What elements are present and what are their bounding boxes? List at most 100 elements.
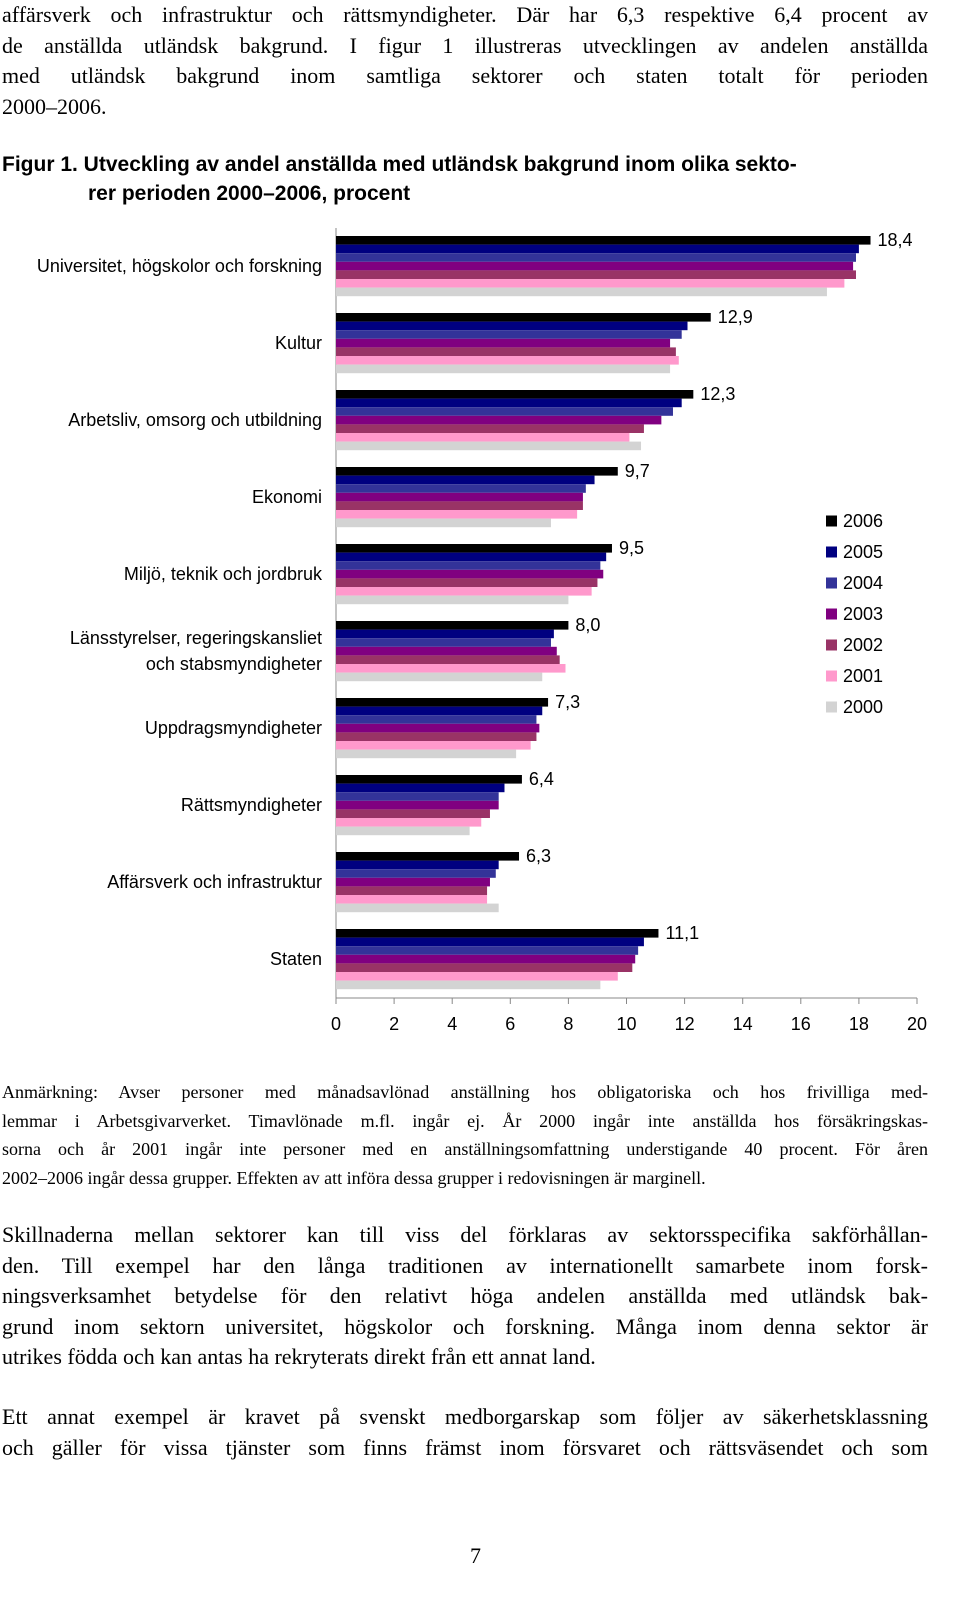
bar: [336, 800, 499, 810]
bar: [336, 886, 488, 895]
legend-swatch: [826, 515, 837, 527]
bar: [336, 518, 551, 528]
x-tick-label: 10: [616, 1014, 636, 1034]
bar: [336, 706, 543, 716]
text-line: affärsverk och infrastruktur och rättsmy…: [2, 2, 928, 27]
text-line: utrikes födda och kan antas ha rekrytera…: [2, 1344, 596, 1370]
bar: [336, 664, 566, 673]
legend-swatch: [826, 670, 837, 682]
legend-label: 2004: [843, 573, 883, 593]
bar: [336, 279, 845, 288]
bar: [336, 655, 560, 664]
bar: [336, 484, 586, 493]
category-label: Arbetsliv, omsorg och utbildning: [68, 410, 322, 430]
value-label: 12,9: [718, 307, 753, 327]
legend-label: 2000: [843, 697, 883, 717]
value-label: 6,4: [529, 769, 554, 789]
x-tick-label: 2: [389, 1014, 399, 1034]
bar: [336, 510, 578, 519]
value-label: 18,4: [878, 230, 913, 250]
bar: [336, 244, 859, 254]
bar: [336, 877, 490, 887]
x-tick-label: 14: [733, 1014, 753, 1034]
bar: [336, 869, 496, 878]
value-label: 11,1: [665, 923, 699, 943]
text-line: och gäller för vissa tjänster som finns …: [2, 1434, 928, 1460]
bar: [336, 621, 569, 630]
bar: [336, 783, 505, 793]
bar: [336, 895, 488, 904]
bar: [336, 433, 630, 442]
bar: [336, 741, 531, 750]
bar: [336, 732, 537, 741]
bar: [336, 356, 679, 365]
bar: [336, 638, 551, 647]
bar: [336, 946, 639, 955]
text-line: lemmar i Arbetsgivarverket. Timavlönade …: [2, 1110, 928, 1131]
bar: [336, 270, 856, 279]
category-label: Staten: [269, 949, 322, 969]
legend-label: 2006: [843, 511, 883, 531]
x-tick-label: 20: [907, 1014, 927, 1034]
value-label: 9,7: [625, 461, 650, 481]
legend-swatch: [826, 546, 837, 558]
bar: [336, 236, 871, 245]
text-line: 2000–2006.: [2, 94, 107, 120]
x-tick-label: 4: [447, 1014, 457, 1034]
bar: [336, 390, 694, 399]
text-line: med utländsk bakgrund inom samtliga sekt…: [2, 63, 928, 89]
bar: [336, 330, 682, 339]
bar: [336, 544, 612, 553]
category-label: Miljö, teknik och jordbruk: [123, 564, 322, 584]
bar: [336, 595, 569, 605]
bar: [336, 398, 682, 408]
bar: [336, 860, 499, 870]
bar: [336, 501, 583, 510]
legend-label: 2003: [843, 604, 883, 624]
bar: [336, 937, 644, 947]
bar: [336, 364, 671, 374]
x-tick-label: 0: [331, 1014, 341, 1034]
bar: [336, 347, 676, 356]
legend-swatch: [826, 577, 837, 589]
legend-swatch: [826, 608, 837, 620]
value-label: 7,3: [555, 692, 580, 712]
page-number: 7: [470, 1543, 481, 1568]
bar: [336, 963, 633, 972]
bar: [336, 338, 671, 348]
bar: [336, 569, 604, 579]
text-line: sorna och år 2001 ingår inte personer me…: [2, 1139, 928, 1159]
legend-swatch: [826, 701, 837, 713]
bar: [336, 826, 470, 836]
bar: [336, 972, 618, 981]
text-line: Anmärkning: Avser personer med månadsavl…: [2, 1082, 928, 1102]
x-tick-label: 18: [849, 1014, 869, 1034]
bar: [336, 587, 592, 596]
bar: [336, 287, 827, 297]
category-label: Uppdragsmyndigheter: [144, 718, 322, 738]
value-label: 8,0: [575, 615, 600, 635]
bar: [336, 475, 595, 485]
figure-title: Figur 1. Utveckling av andel anställda m…: [2, 153, 797, 176]
bar: [336, 561, 601, 570]
bar: [336, 321, 688, 331]
bar: [336, 929, 659, 938]
x-tick-label: 16: [791, 1014, 811, 1034]
x-tick-label: 6: [505, 1014, 515, 1034]
bar: [336, 792, 499, 801]
category-label: Kultur: [274, 333, 322, 353]
text-line: Skillnaderna mellan sektorer kan till vi…: [2, 1222, 928, 1247]
bar: [336, 809, 490, 818]
category-label: Ekonomi: [251, 487, 322, 507]
text-line: ningsverksamhet betydelse för den relati…: [2, 1283, 928, 1309]
bar: [336, 253, 856, 262]
legend-label: 2005: [843, 542, 883, 562]
bar: [336, 698, 549, 707]
bar: [336, 552, 607, 562]
bar: [336, 775, 522, 784]
bar: [336, 723, 540, 733]
x-tick-label: 8: [563, 1014, 573, 1034]
value-label: 9,5: [619, 538, 644, 558]
